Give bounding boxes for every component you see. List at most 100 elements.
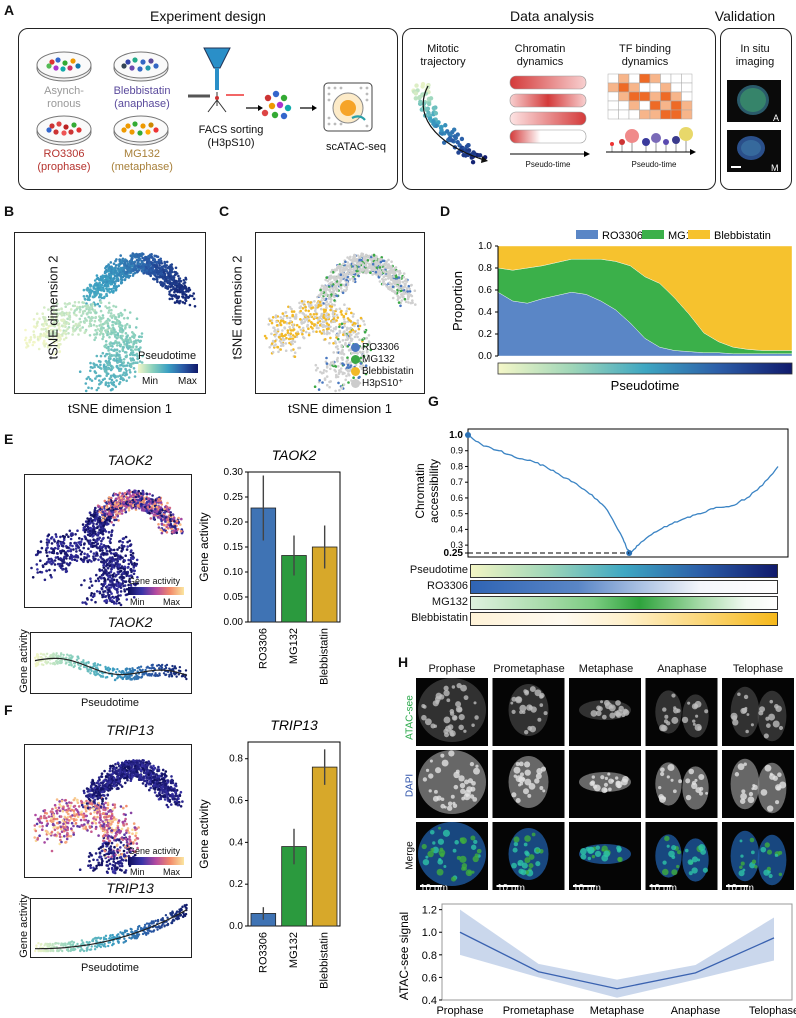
tsne-point: [45, 538, 49, 541]
tsne-point: [328, 332, 331, 335]
tsne-point: [109, 261, 113, 264]
tsne-point: [25, 341, 28, 345]
tsne-point: [104, 340, 108, 343]
tsne-point: [361, 354, 364, 358]
tsne-point: [117, 279, 120, 282]
tsne-point: [327, 323, 330, 327]
tsne-point: [117, 502, 120, 505]
tsne-point: [350, 311, 353, 315]
tsne-point: [59, 535, 62, 539]
tsne-point: [115, 602, 118, 605]
tsne-point: [121, 537, 125, 540]
tsne-point: [74, 547, 78, 550]
tsne-point: [137, 265, 140, 268]
tsne-point: [294, 315, 298, 319]
tsne-point: [114, 274, 118, 278]
tsne-point: [128, 489, 131, 492]
tf-cell: [681, 82, 693, 93]
tsne-point: [92, 557, 95, 560]
tsne-point: [335, 373, 338, 377]
tsne-point: [99, 293, 103, 296]
tsne-point: [173, 520, 176, 523]
tsne-point: [327, 296, 331, 300]
tsne-point: [344, 333, 347, 336]
tsne-point: [63, 552, 67, 555]
tsne-point: [130, 269, 133, 273]
tsne-point: [325, 362, 329, 365]
chromatin-dynamics-icon: [509, 75, 590, 157]
tsne-point: [129, 553, 133, 557]
tsne-point: [404, 282, 407, 286]
tsne-point: [393, 272, 396, 276]
tsne-point: [113, 349, 116, 352]
tsne-point: [132, 596, 136, 599]
tsne-point: [293, 340, 297, 344]
tsne-point: [101, 314, 105, 317]
tsne-point: [290, 349, 293, 352]
tsne-point: [46, 327, 49, 330]
tsne-point: [181, 292, 184, 296]
tsne-point: [35, 324, 39, 327]
tsne-point: [307, 333, 311, 337]
tsne-point: [129, 560, 133, 564]
tsne-point: [407, 301, 410, 304]
tsne-point: [117, 565, 121, 568]
tsne-point: [98, 295, 101, 299]
tsne-point: [130, 576, 134, 579]
tsne-point: [344, 312, 348, 316]
tsne-point: [55, 328, 59, 332]
e-curve-frame: [30, 632, 192, 694]
tsne-point: [85, 377, 89, 381]
tsne-point: [265, 336, 268, 340]
tsne-point: [341, 348, 344, 352]
tsne-point: [129, 502, 133, 506]
legend-swatch-ro3306: [576, 230, 598, 239]
tsne-point: [110, 270, 113, 274]
arrowhead-icon: [690, 149, 696, 155]
tsne-point: [52, 318, 56, 322]
tsne-point: [89, 311, 92, 314]
tsne-point: [90, 379, 94, 382]
tsne-point: [342, 383, 346, 386]
tsne-point: [122, 361, 126, 364]
tsne-point: [329, 329, 333, 332]
tsne-point: [108, 596, 112, 600]
tsne-point: [90, 592, 93, 595]
tsne-point: [80, 314, 83, 317]
e-curve-title: TAOK2: [107, 614, 153, 630]
tsne-point: [129, 371, 132, 374]
tsne-point: [94, 554, 98, 557]
tsne-point: [325, 276, 328, 279]
tsne-point: [318, 300, 322, 304]
tsne-point: [337, 334, 340, 337]
tsne-point: [153, 254, 156, 258]
tsne-point: [325, 375, 329, 378]
tsne-point: [56, 319, 60, 323]
tsne-point: [121, 334, 124, 338]
tsne-point: [177, 279, 181, 283]
tsne-point: [408, 287, 411, 291]
tsne-point: [151, 494, 154, 497]
tsne-point: [395, 284, 399, 288]
tsne-point: [183, 301, 187, 305]
tsne-point: [108, 306, 111, 309]
tsne-point: [352, 321, 356, 325]
tsne-point: [390, 264, 393, 268]
tsne-point: [330, 293, 333, 296]
tsne-point: [32, 330, 35, 333]
tsne-point: [339, 370, 343, 373]
tsne-point: [55, 535, 58, 538]
tsne-point: [115, 598, 119, 601]
tsne-point: [109, 579, 112, 582]
tsne-point: [342, 283, 346, 287]
tsne-point: [350, 337, 354, 341]
tsne-point: [96, 520, 100, 524]
tsne-point: [105, 573, 109, 576]
tsne-point: [285, 322, 289, 325]
tsne-point: [59, 342, 62, 346]
tsne-point: [111, 323, 114, 327]
tsne-point: [395, 279, 399, 283]
tsne-point: [390, 269, 394, 273]
tsne-point: [101, 518, 105, 522]
y-tick-label: 0.8: [478, 263, 492, 274]
